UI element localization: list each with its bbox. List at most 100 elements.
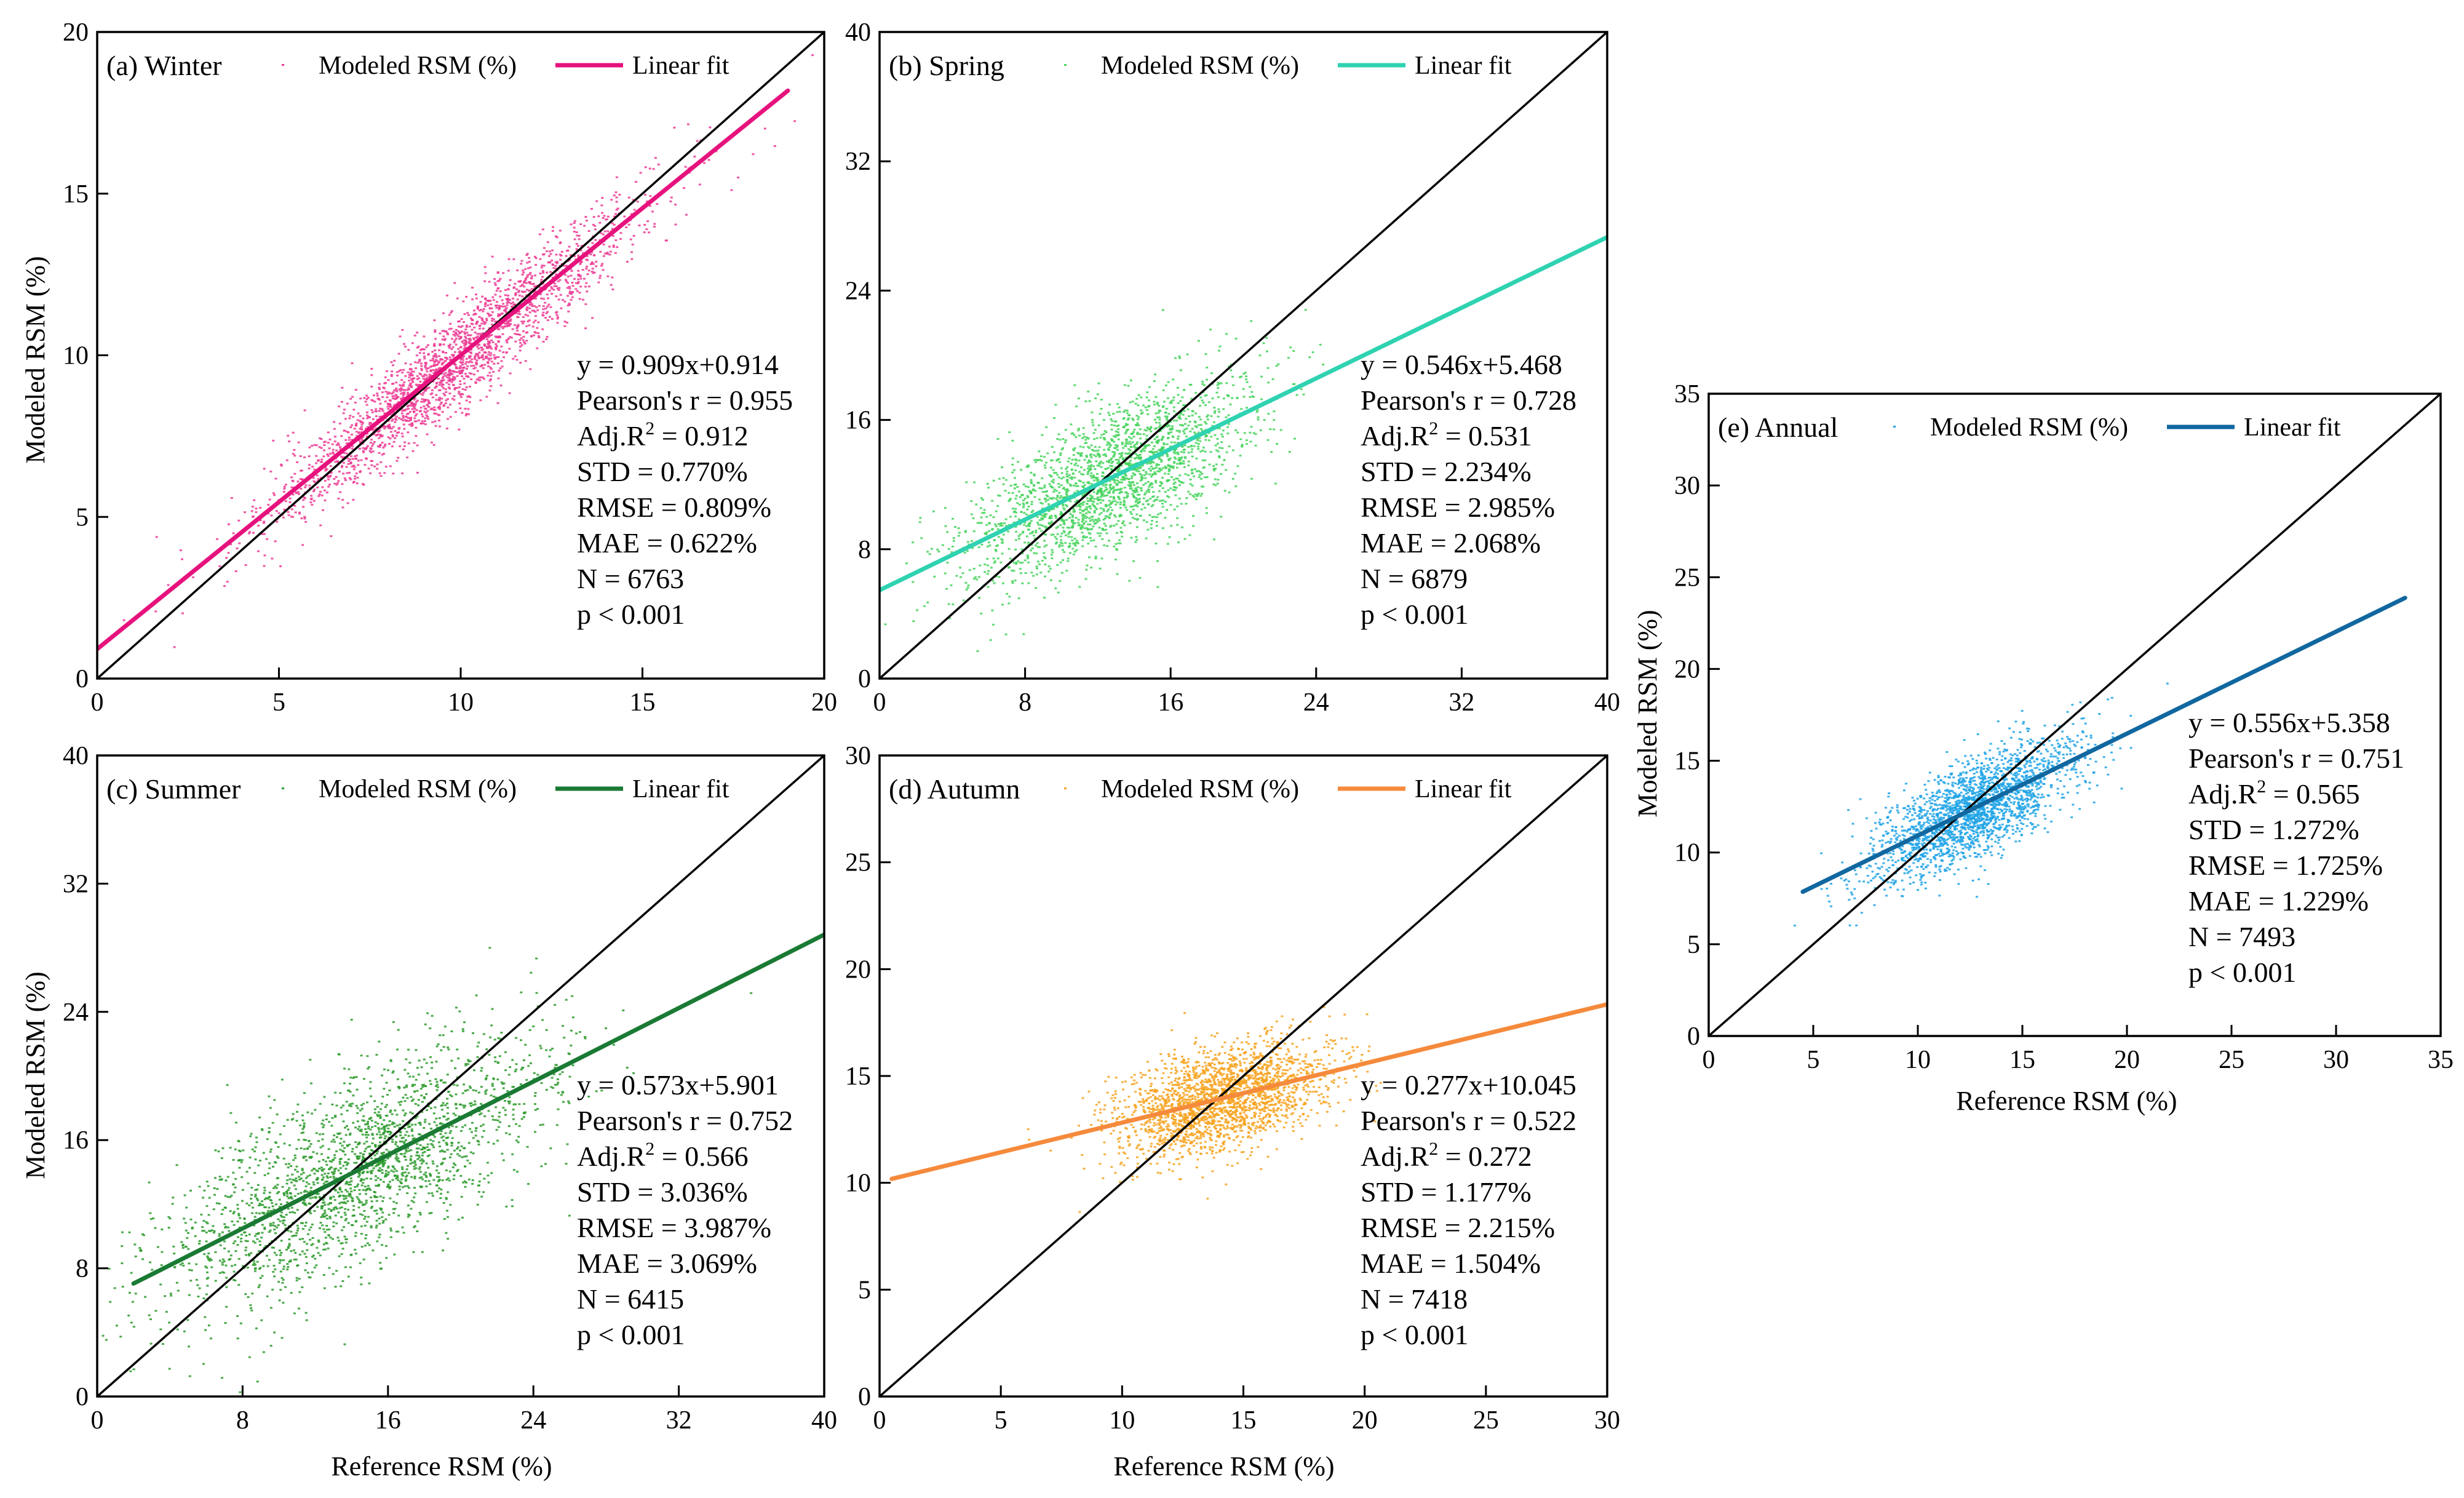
scatter-point (1068, 474, 1071, 476)
scatter-point (348, 417, 351, 420)
scatter-point (485, 347, 488, 349)
scatter-point (960, 576, 962, 578)
scatter-point (433, 319, 436, 322)
scatter-point (334, 461, 337, 463)
scatter-point (1114, 559, 1117, 560)
scatter-point (1051, 445, 1054, 448)
scatter-point (1111, 509, 1114, 511)
scatter-point (485, 356, 487, 358)
scatter-point (464, 346, 467, 349)
scatter-point (1155, 498, 1158, 501)
scatter-point (372, 1167, 375, 1169)
scatter-point (603, 230, 606, 233)
scatter-point (461, 361, 464, 364)
scatter-point (564, 274, 567, 276)
scatter-point (1289, 346, 1292, 349)
scatter-point (1105, 431, 1108, 434)
scatter-point (945, 588, 948, 590)
scatter-point (1120, 464, 1123, 467)
scatter-point (1001, 552, 1004, 555)
scatter-point (402, 392, 404, 394)
scatter-point (348, 439, 351, 441)
scatter-point (1116, 532, 1119, 534)
scatter-point (1179, 424, 1182, 426)
scatter-point (365, 457, 367, 460)
scatter-point (367, 1134, 370, 1136)
scatter-point (1087, 481, 1091, 484)
scatter-point (452, 355, 455, 357)
scatter-point (475, 378, 479, 381)
scatter-point (944, 572, 947, 575)
scatter-point (988, 544, 992, 547)
scatter-point (1156, 496, 1159, 498)
scatter-point (573, 255, 576, 257)
scatter-point (528, 319, 531, 322)
scatter-point (334, 1115, 337, 1117)
scatter-point (1121, 458, 1124, 461)
scatter-point (528, 282, 531, 285)
scatter-point (1167, 459, 1170, 461)
scatter-point (549, 261, 552, 263)
scatter-point (1096, 464, 1099, 467)
scatter-point (1188, 534, 1191, 536)
scatter-point (1184, 457, 1186, 460)
scatter-point (251, 506, 254, 508)
scatter-point (1054, 587, 1057, 589)
scatter-point (383, 445, 386, 447)
scatter-point (408, 374, 411, 376)
scatter-point (490, 352, 493, 354)
scatter-point (1190, 445, 1193, 448)
scatter-point (155, 536, 158, 538)
scatter-point (348, 460, 351, 462)
scatter-point (1206, 512, 1208, 514)
scatter-point (423, 1097, 426, 1099)
scatter-point (1180, 481, 1183, 484)
scatter-point (314, 1109, 317, 1111)
scatter-point (1123, 411, 1126, 413)
scatter-point (475, 337, 478, 339)
scatter-point (352, 468, 356, 471)
scatter-point (392, 411, 395, 413)
scatter-point (459, 365, 462, 367)
scatter-point (380, 426, 383, 428)
scatter-point (288, 1144, 291, 1147)
scatter-point (285, 459, 288, 461)
scatter-point (1061, 542, 1063, 544)
scatter-point (468, 357, 471, 359)
scatter-point (1036, 516, 1039, 518)
scatter-point (464, 343, 467, 345)
scatter-point (1164, 467, 1167, 469)
scatter-point (584, 303, 587, 305)
scatter-point (1100, 399, 1103, 401)
scatter-point (1158, 409, 1161, 412)
scatter-point (1221, 436, 1224, 438)
scatter-point (1000, 538, 1003, 540)
scatter-point (359, 1213, 362, 1216)
scatter-point (1058, 546, 1061, 548)
scatter-point (418, 359, 421, 361)
scatter-point (1153, 418, 1156, 421)
scatter-point (421, 1158, 424, 1160)
scatter-point (487, 375, 490, 376)
scatter-point (529, 368, 532, 370)
scatter-point (525, 340, 528, 342)
scatter-point (523, 285, 526, 288)
scatter-point (356, 435, 359, 437)
scatter-point (400, 418, 403, 420)
scatter-point (1198, 437, 1201, 439)
scatter-point (1124, 445, 1127, 447)
scatter-point (410, 401, 413, 404)
scatter-point (480, 346, 483, 349)
scatter-point (366, 417, 369, 420)
scatter-point (373, 428, 376, 431)
scatter-point (1116, 488, 1119, 491)
scatter-point (1148, 491, 1150, 493)
scatter-point (545, 250, 548, 252)
scatter-point (1198, 470, 1201, 472)
scatter-point (560, 307, 563, 309)
scatter-point (1135, 470, 1138, 472)
scatter-point (1079, 508, 1082, 511)
scatter-point (526, 289, 528, 291)
scatter-point (1218, 383, 1221, 385)
scatter-point (446, 376, 449, 378)
